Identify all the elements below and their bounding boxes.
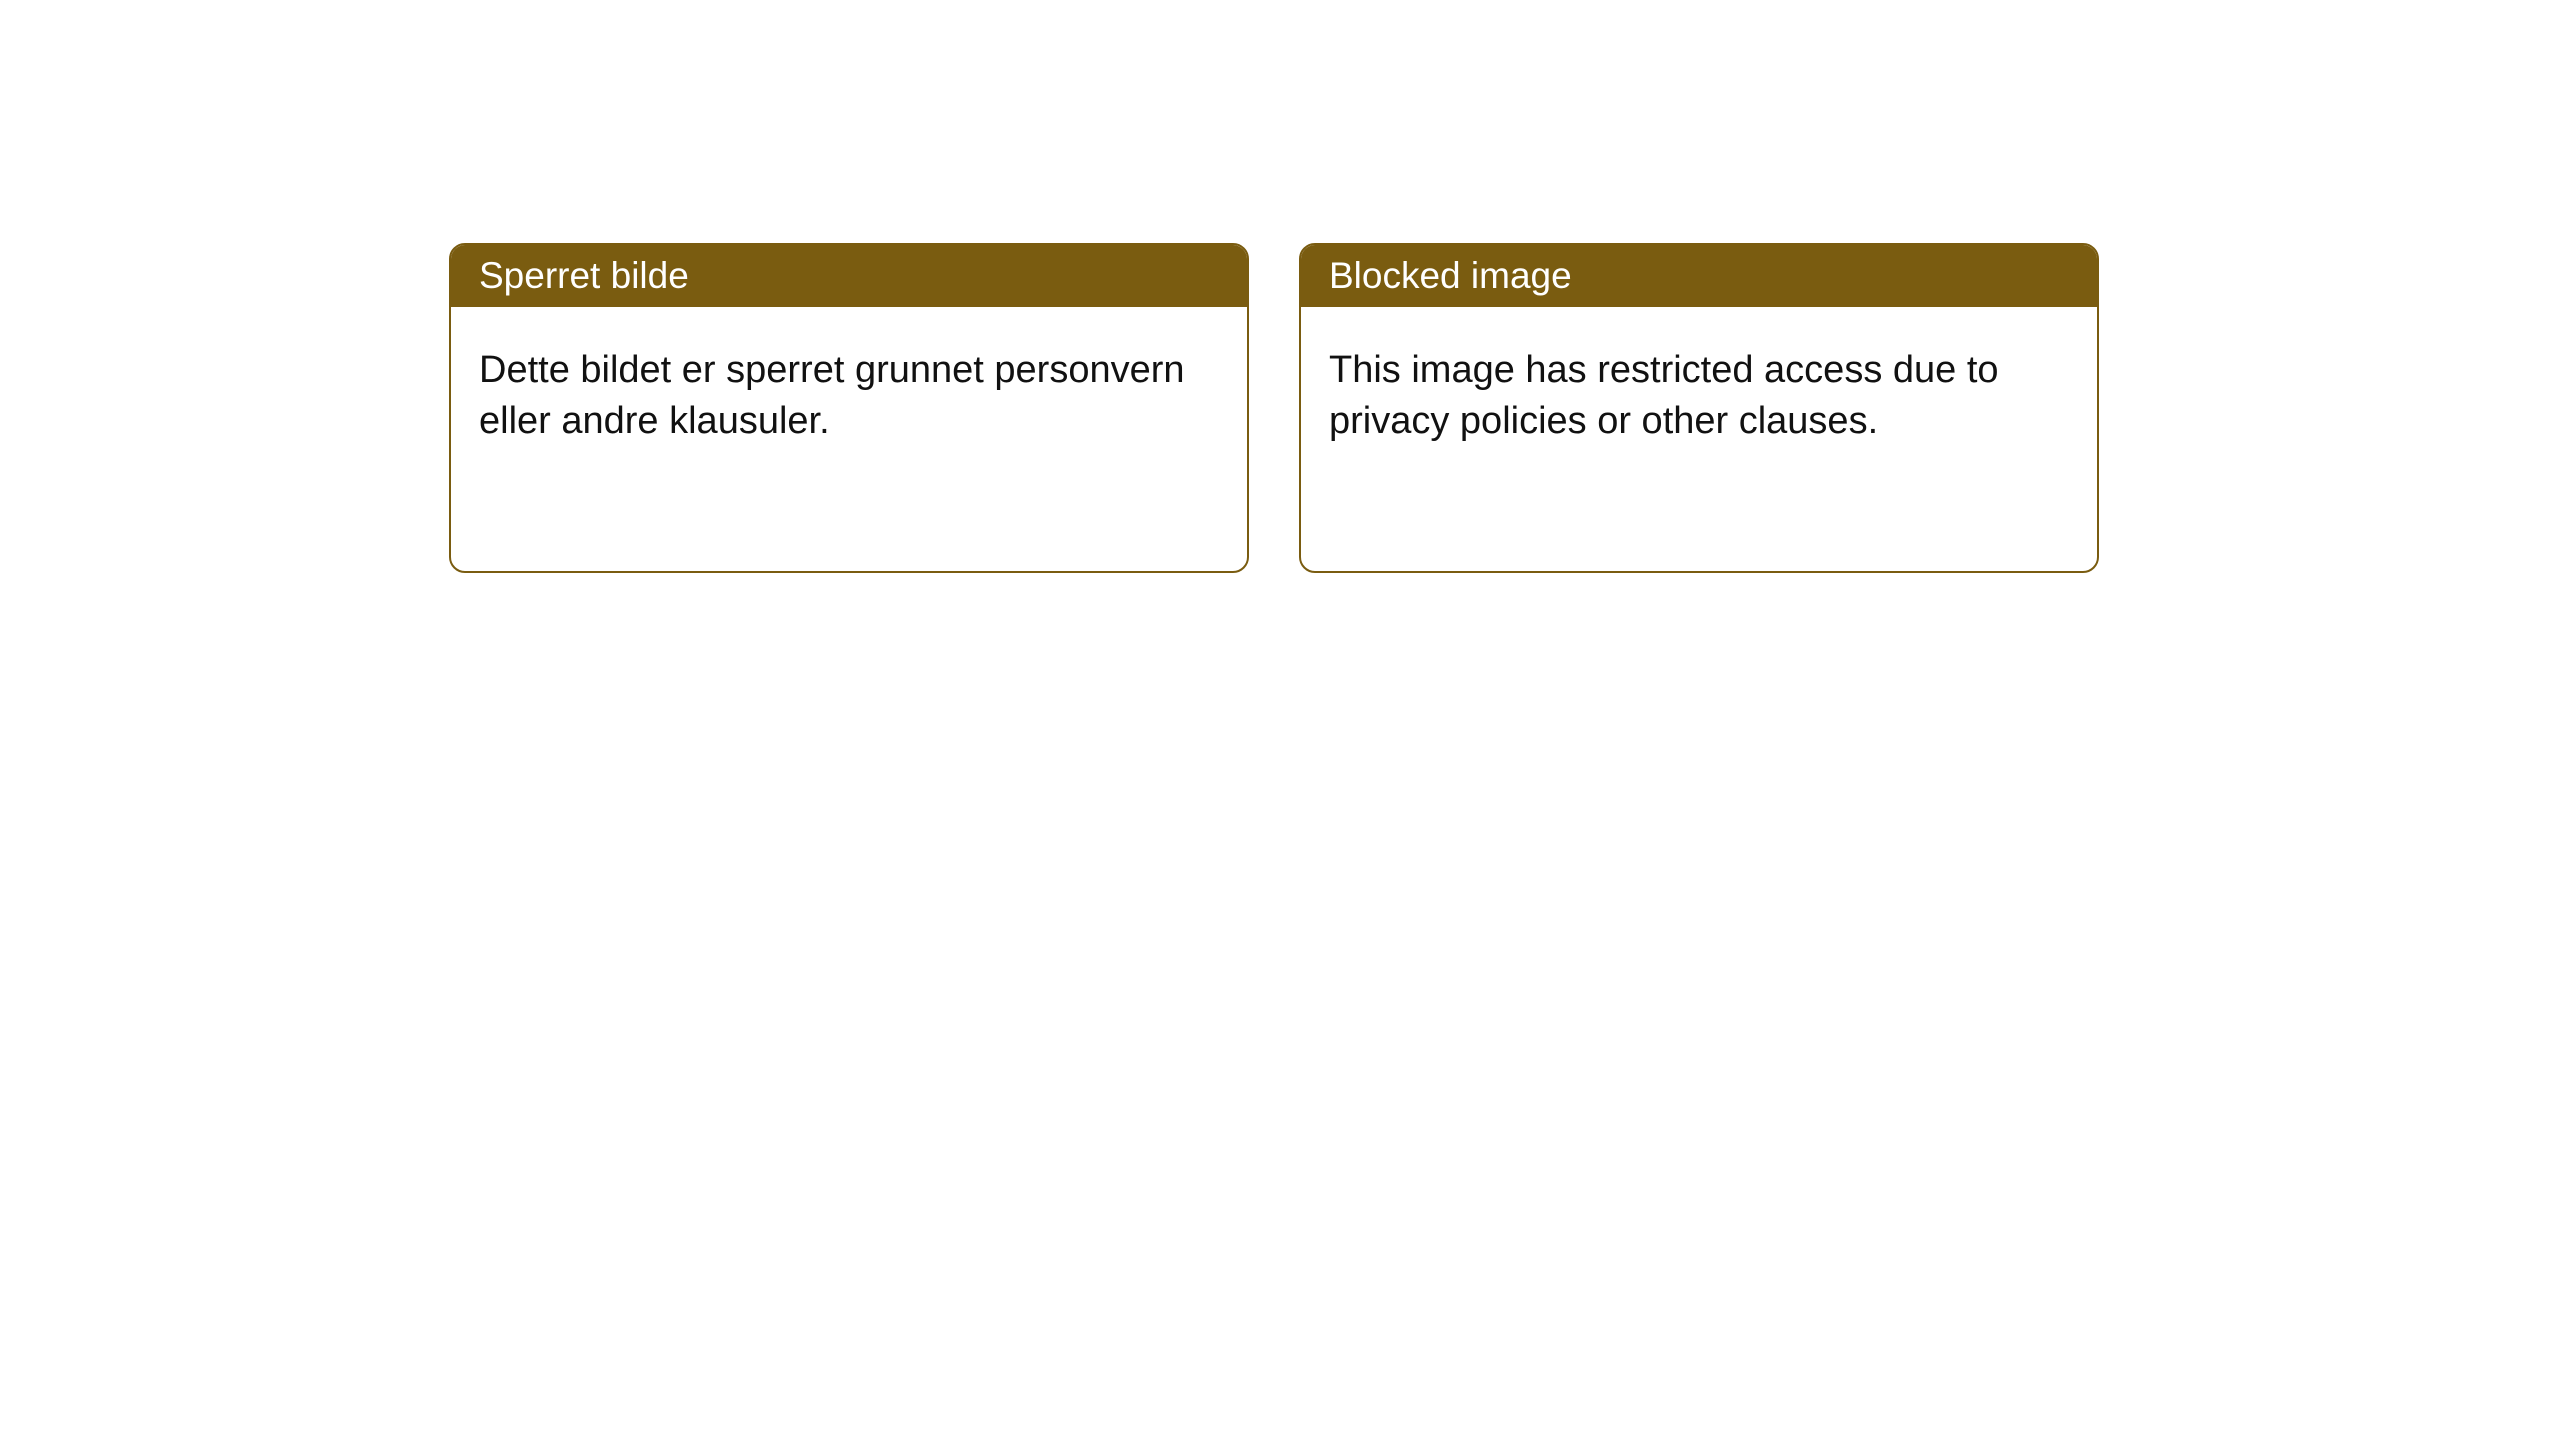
card-body-norwegian: Dette bildet er sperret grunnet personve… (451, 307, 1247, 486)
notice-card-norwegian: Sperret bilde Dette bildet er sperret gr… (449, 243, 1249, 573)
card-header-norwegian: Sperret bilde (451, 245, 1247, 307)
notice-card-english: Blocked image This image has restricted … (1299, 243, 2099, 573)
card-header-english: Blocked image (1301, 245, 2097, 307)
card-body-english: This image has restricted access due to … (1301, 307, 2097, 486)
notice-cards-container: Sperret bilde Dette bildet er sperret gr… (449, 243, 2099, 573)
